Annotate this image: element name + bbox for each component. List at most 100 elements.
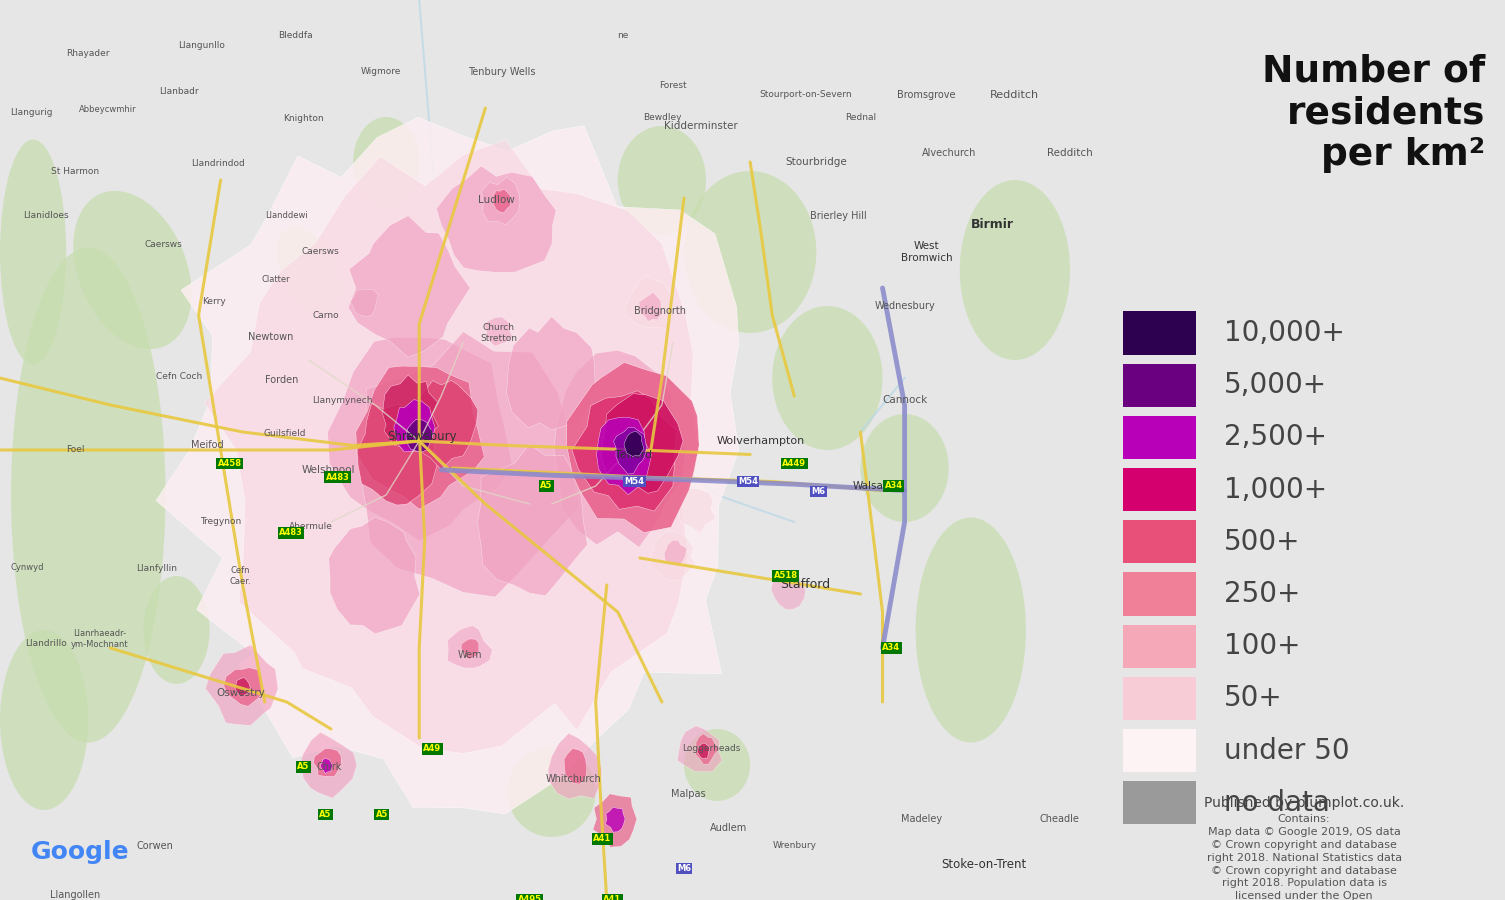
Polygon shape: [677, 725, 722, 772]
Ellipse shape: [683, 729, 749, 801]
Text: Caersws: Caersws: [301, 248, 339, 256]
Ellipse shape: [143, 576, 209, 684]
Text: Llanbadr: Llanbadr: [160, 87, 199, 96]
Text: A5: A5: [540, 482, 552, 490]
Text: Wednesbury: Wednesbury: [874, 301, 935, 311]
Text: Loggerheads: Loggerheads: [682, 744, 740, 753]
Polygon shape: [355, 366, 485, 509]
Text: Cefn Coch: Cefn Coch: [155, 372, 202, 381]
Text: Alvechurch: Alvechurch: [921, 148, 975, 158]
Bar: [1123, 677, 1195, 720]
Text: A34: A34: [882, 644, 900, 652]
Ellipse shape: [74, 191, 191, 349]
Ellipse shape: [0, 140, 66, 364]
Text: 50+: 50+: [1224, 684, 1282, 713]
Polygon shape: [600, 393, 683, 493]
Text: Llangollen: Llangollen: [50, 890, 101, 900]
Polygon shape: [567, 363, 700, 533]
Text: A483: A483: [280, 528, 303, 537]
Polygon shape: [461, 639, 479, 660]
Text: Llangurig: Llangurig: [9, 108, 53, 117]
Ellipse shape: [507, 747, 596, 837]
Bar: [1123, 625, 1195, 668]
Text: A34: A34: [885, 482, 903, 490]
Text: Wrenbury: Wrenbury: [772, 842, 816, 850]
Text: Tregynon: Tregynon: [200, 518, 241, 526]
Text: Cheadle: Cheadle: [1038, 814, 1079, 824]
Polygon shape: [554, 350, 685, 547]
Bar: [1123, 520, 1195, 563]
Text: Abbeycwmhir: Abbeycwmhir: [80, 105, 137, 114]
Text: 500+: 500+: [1224, 527, 1300, 556]
Text: 100+: 100+: [1224, 632, 1300, 661]
Polygon shape: [605, 807, 625, 833]
Polygon shape: [477, 444, 587, 596]
Text: Newtown: Newtown: [248, 332, 293, 343]
Polygon shape: [507, 317, 596, 430]
Text: Cynwyd: Cynwyd: [11, 562, 44, 572]
Polygon shape: [494, 189, 510, 212]
Ellipse shape: [915, 518, 1026, 742]
Text: Bromsgrove: Bromsgrove: [897, 89, 956, 100]
Text: A458: A458: [217, 459, 241, 468]
Text: Llanidloes: Llanidloes: [24, 212, 69, 220]
Text: A41: A41: [593, 834, 611, 843]
Text: ne: ne: [617, 32, 629, 40]
Text: Llanfyllin: Llanfyllin: [135, 564, 178, 573]
Polygon shape: [382, 375, 438, 452]
Bar: [1123, 572, 1195, 616]
Polygon shape: [548, 734, 602, 799]
Text: M6: M6: [811, 487, 826, 496]
Text: Llandrindod: Llandrindod: [191, 159, 245, 168]
Polygon shape: [625, 431, 644, 456]
Text: Audlem: Audlem: [709, 823, 746, 833]
Polygon shape: [697, 743, 710, 759]
Polygon shape: [360, 331, 579, 597]
Polygon shape: [224, 668, 262, 706]
Bar: [1123, 781, 1195, 824]
Text: M6: M6: [677, 864, 691, 873]
Text: Bleddfа: Bleddfа: [278, 32, 313, 40]
Text: 2,500+: 2,500+: [1224, 423, 1327, 452]
Text: Contains:
Map data © Google 2019, OS data
© Crown copyright and database
right 2: Contains: Map data © Google 2019, OS dat…: [1207, 814, 1401, 900]
Ellipse shape: [617, 126, 706, 234]
Polygon shape: [157, 117, 739, 814]
Text: Birmir: Birmir: [971, 219, 1014, 231]
Text: Foel: Foel: [66, 446, 84, 454]
Text: Shrewsbury: Shrewsbury: [388, 430, 458, 443]
Text: A495: A495: [518, 896, 542, 900]
Polygon shape: [205, 645, 278, 725]
Polygon shape: [614, 428, 647, 474]
Ellipse shape: [0, 630, 89, 810]
Text: Chirk: Chirk: [316, 761, 342, 772]
Text: A5: A5: [376, 810, 388, 819]
Text: Corwen: Corwen: [135, 841, 173, 851]
Bar: [1123, 729, 1195, 772]
Text: Guilsfield: Guilsfield: [263, 429, 306, 438]
Text: Redditch: Redditch: [990, 89, 1040, 100]
Text: Redditch: Redditch: [1047, 148, 1093, 158]
Text: 10,000+: 10,000+: [1224, 319, 1344, 347]
Text: A5: A5: [319, 810, 331, 819]
Text: Llanymynech: Llanymynech: [312, 396, 372, 405]
Text: Abermule: Abermule: [289, 522, 333, 531]
Polygon shape: [299, 733, 357, 798]
Ellipse shape: [960, 180, 1070, 360]
Text: A5: A5: [296, 762, 310, 771]
Polygon shape: [640, 292, 661, 321]
Text: Clatter: Clatter: [262, 274, 290, 284]
Text: Forest: Forest: [659, 81, 686, 90]
Polygon shape: [328, 518, 420, 634]
Ellipse shape: [772, 306, 882, 450]
Text: Tenbury Wells: Tenbury Wells: [468, 67, 536, 77]
Ellipse shape: [354, 117, 420, 207]
Text: Meifod: Meifod: [191, 440, 224, 451]
Polygon shape: [394, 400, 435, 452]
Ellipse shape: [277, 227, 342, 313]
Polygon shape: [695, 734, 719, 764]
Text: Knighton: Knighton: [283, 114, 324, 123]
Text: Madeley: Madeley: [900, 814, 942, 824]
Text: Carno: Carno: [312, 310, 339, 320]
Polygon shape: [358, 403, 436, 505]
Text: Welshpool: Welshpool: [303, 464, 355, 475]
